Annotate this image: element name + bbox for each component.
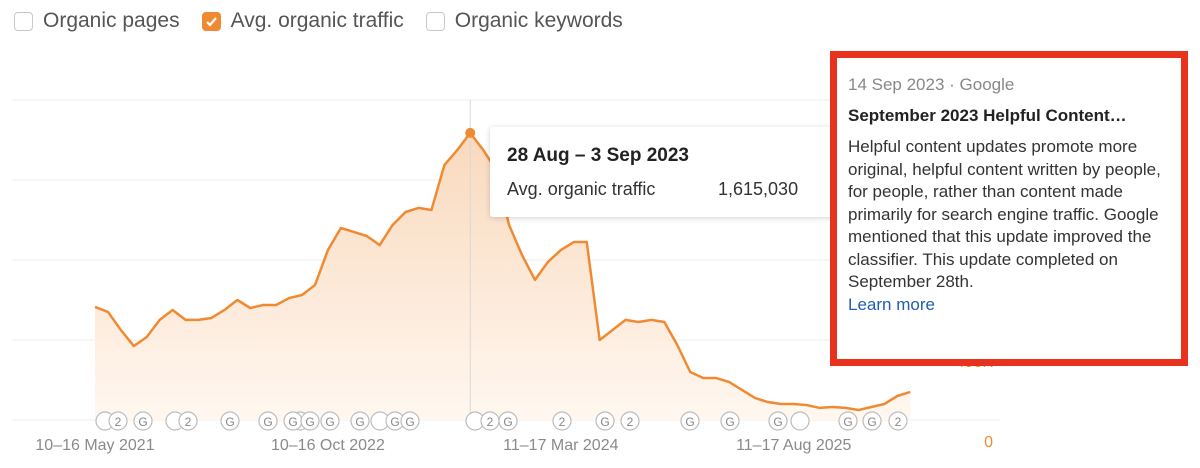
event-circle <box>258 411 278 431</box>
event-marker: 2 <box>178 411 198 431</box>
event-circle <box>768 411 788 431</box>
checkbox[interactable] <box>14 11 33 31</box>
area <box>95 132 911 421</box>
legend-item[interactable]: Organic pages <box>14 9 180 33</box>
x-tick-label: 10–16 May 2021 <box>35 437 154 454</box>
event-marker: G <box>300 411 320 431</box>
tooltip-title: 28 Aug – 3 Sep 2023 <box>507 145 690 166</box>
update-popup: 14 Sep 2023 · Google September 2023 Help… <box>830 51 1188 366</box>
event-marker: G <box>258 411 278 431</box>
tooltip: 28 Aug – 3 Sep 2023 Avg. organic traffic… <box>490 127 835 217</box>
event-label: 2 <box>895 415 902 429</box>
event-circle <box>498 411 518 431</box>
popup-text: Helpful content updates promote more ori… <box>848 137 1161 291</box>
event-label: G <box>773 415 782 429</box>
legend-item[interactable]: Organic keywords <box>425 9 623 33</box>
event-label: G <box>390 415 399 429</box>
legend-item[interactable]: Avg. organic traffic <box>201 9 404 33</box>
x-tick-label: 10–16 Oct 2022 <box>271 437 385 454</box>
event-label: G <box>355 415 364 429</box>
event-circle <box>300 411 320 431</box>
event-circle <box>108 411 128 431</box>
event-label: 2 <box>115 415 122 429</box>
legend-label: Avg. organic traffic <box>230 9 404 32</box>
event-circle <box>350 411 370 431</box>
event-circle <box>133 411 153 431</box>
event-marker: 2 <box>552 411 572 431</box>
x-tick-label: 11–17 Aug 2025 <box>736 437 851 454</box>
event-label: G <box>600 415 609 429</box>
event-circle <box>178 411 198 431</box>
event-label: G <box>685 415 694 429</box>
event-label: 2 <box>627 415 634 429</box>
event-marker: G <box>350 411 370 431</box>
event-circle <box>620 411 640 431</box>
event-marker: G <box>838 411 858 431</box>
event-label: G <box>263 415 272 429</box>
event-marker: G <box>862 411 882 431</box>
event-circle <box>552 411 572 431</box>
check <box>205 16 217 27</box>
event-marker: G <box>400 411 420 431</box>
event-marker: G <box>220 411 240 431</box>
event-circle <box>720 411 740 431</box>
event-circle <box>595 411 615 431</box>
event-label: G <box>503 415 512 429</box>
legend-label: Organic pages <box>43 9 180 32</box>
popup-title: September 2023 Helpful Content… <box>848 106 1127 125</box>
event-label: 2 <box>185 415 192 429</box>
checkbox[interactable] <box>425 11 445 31</box>
event-label: G <box>405 415 414 429</box>
event-marker: G <box>595 411 615 431</box>
event-label: G <box>725 415 734 429</box>
tooltip-value: 1,615,030 <box>718 179 799 199</box>
event-circle <box>862 411 882 431</box>
event-circle <box>320 411 340 431</box>
hover-point <box>465 127 476 138</box>
learn-more-link[interactable]: Learn more <box>848 294 935 314</box>
event-circle <box>400 411 420 431</box>
popup-body: Helpful content updates promote more ori… <box>848 136 1168 316</box>
event-circle <box>838 411 858 431</box>
x-tick-label: 11–17 Mar 2024 <box>503 437 618 454</box>
event-marker: G <box>498 411 518 431</box>
popup-meta: 14 Sep 2023 · Google <box>848 75 1015 94</box>
legend-label: Organic keywords <box>454 9 623 32</box>
event-marker: G <box>133 411 153 431</box>
event-label: 2 <box>487 415 494 429</box>
tooltip-series: Avg. organic traffic <box>507 179 656 199</box>
event-label: G <box>843 415 852 429</box>
event-marker: G <box>720 411 740 431</box>
event-label: G <box>325 415 334 429</box>
event-marker: 2 <box>480 411 500 431</box>
event-marker: 2 <box>108 411 128 431</box>
event-label: G <box>305 415 314 429</box>
event-label: G <box>867 415 876 429</box>
event-label: G <box>138 415 147 429</box>
event-circle <box>220 411 240 431</box>
event-label: G <box>288 415 297 429</box>
event-marker: 2 <box>888 411 908 431</box>
event-circle <box>888 411 908 431</box>
event-marker: 2 <box>620 411 640 431</box>
event-marker: G <box>680 411 700 431</box>
event-marker <box>790 411 810 431</box>
event-marker: G <box>283 411 303 431</box>
y-tick-label: 0 <box>984 434 993 451</box>
legend: Organic pages Avg. organic traffic Organic… <box>14 9 623 33</box>
event-marker: G <box>768 411 788 431</box>
event-circle <box>680 411 700 431</box>
event-marker: G <box>320 411 340 431</box>
checkbox[interactable] <box>201 11 221 31</box>
event-label: 2 <box>559 415 566 429</box>
event-label: G <box>225 415 234 429</box>
